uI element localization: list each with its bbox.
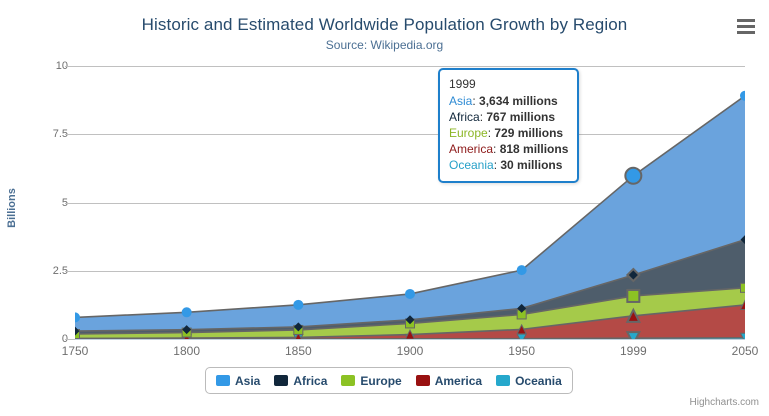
chart-subtitle: Source: Wikipedia.org [325, 38, 444, 52]
x-axis-tick-label: 1850 [284, 344, 312, 358]
tooltip-series-name: Europe [449, 126, 488, 140]
chart-legend[interactable]: Asia Africa Europe America Oceania [205, 367, 573, 394]
data-point-asia-1999[interactable] [624, 166, 643, 185]
tooltip-series-name: Oceania [449, 158, 494, 172]
hamburger-bar-3 [737, 30, 755, 34]
data-point-oceania-1999[interactable] [625, 331, 641, 339]
data-point-europe-1999[interactable] [626, 288, 641, 303]
tooltip-separator: : [487, 126, 495, 140]
tooltip-row: Europe: 729 millions [449, 125, 568, 141]
tooltip-separator: : [493, 158, 501, 172]
tooltip-rows: Asia: 3,634 millions Africa: 767 millions… [449, 93, 568, 173]
data-point-asia-1850[interactable] [293, 299, 304, 310]
tooltip-series-value: 3,634 millions [479, 94, 558, 108]
plot-area [75, 66, 746, 340]
tooltip-series-value: 767 millions [486, 110, 556, 124]
y-axis-tick-label: 10 [55, 60, 68, 72]
x-axis-tick-label: 1900 [396, 344, 424, 358]
y-axis-tick [65, 270, 75, 272]
tooltip-series-name: Africa [449, 110, 480, 124]
tooltip-separator: : [479, 110, 487, 124]
data-point-africa-2050[interactable] [740, 235, 746, 245]
legend-item-america[interactable]: America [415, 373, 483, 388]
x-axis-tick-label: 1950 [508, 344, 536, 358]
hamburger-bar-1 [737, 18, 755, 22]
data-point-america-1900[interactable] [404, 328, 416, 339]
tooltip-series-name: America [449, 142, 494, 156]
y-axis-tick [65, 202, 75, 204]
tooltip-header: 1999 [449, 77, 476, 91]
legend-swatch-icon [496, 375, 511, 386]
x-axis-tick-label: 1999 [619, 344, 647, 358]
x-axis-tick-label: 2050 [731, 344, 759, 358]
x-axis-tick-label: 1750 [61, 344, 89, 358]
series-tooltip: 1999 Asia: 3,634 millions Africa: 767 mil… [438, 68, 580, 183]
tooltip-row: America: 818 millions [449, 141, 568, 157]
series-plot [75, 90, 746, 339]
hamburger-bar-2 [737, 24, 755, 28]
data-point-america-2050[interactable] [739, 299, 746, 310]
tooltip-series-value: 729 millions [494, 126, 564, 140]
chart-title: Historic and Estimated Worldwide Populat… [141, 15, 628, 34]
tooltip-series-name: Asia [449, 94, 473, 108]
data-point-asia-1800[interactable] [181, 307, 192, 318]
x-axis-tick-label: 1800 [173, 344, 201, 358]
tooltip-row: Asia: 3,634 millions [449, 93, 568, 109]
data-point-africa-1950[interactable] [517, 303, 527, 313]
legend-swatch-icon [415, 375, 430, 386]
legend-swatch-icon [216, 375, 230, 386]
x-axis-line [75, 339, 745, 340]
area-fill-asia [75, 95, 745, 332]
gridline [75, 134, 745, 136]
y-axis-tick-label: 0 [8, 333, 68, 345]
highcharts-credits[interactable]: Highcharts.com [689, 397, 759, 408]
tooltip-row: Africa: 767 millions [449, 109, 568, 125]
tooltip-row: Oceania: 30 millions [449, 157, 568, 173]
data-point-america-1999[interactable] [625, 307, 641, 323]
data-point-america-1950[interactable] [516, 323, 527, 335]
data-point-asia-1950[interactable] [516, 265, 527, 276]
data-point-africa-1800[interactable] [182, 325, 192, 335]
tooltip-series-value: 818 millions [499, 142, 569, 156]
tooltip-separator: : [493, 142, 500, 156]
legend-item-africa[interactable]: Africa [274, 374, 327, 388]
y-axis-tick-label: 7.5 [52, 128, 68, 141]
data-point-asia-2050[interactable] [740, 90, 745, 101]
data-point-africa-1750[interactable] [75, 326, 80, 336]
gridline [75, 66, 745, 67]
legend-item-label: Africa [293, 373, 328, 388]
area-fill-africa [75, 239, 745, 335]
legend-swatch-icon [341, 375, 356, 386]
data-point-africa-1999[interactable] [625, 267, 641, 283]
tooltip-separator: : [472, 94, 480, 108]
y-axis-tick [65, 66, 75, 67]
data-point-oceania-2050[interactable] [739, 332, 746, 339]
data-point-europe-1750[interactable] [75, 329, 80, 339]
legend-item-label: America [434, 373, 483, 388]
y-axis-tick-label: 5 [8, 197, 68, 209]
data-point-africa-1850[interactable] [293, 322, 303, 332]
data-point-asia-1900[interactable] [405, 288, 415, 299]
legend-item-label: Oceania [515, 373, 562, 388]
y-axis-tick [65, 134, 75, 136]
legend-item-label: Europe [360, 373, 402, 388]
data-point-europe-2050[interactable] [740, 282, 746, 293]
legend-swatch-icon [274, 375, 289, 386]
data-point-america-1850[interactable] [294, 331, 303, 339]
data-point-africa-1900[interactable] [405, 315, 415, 325]
y-axis-tick [65, 339, 75, 340]
gridline [75, 202, 745, 204]
legend-item-asia[interactable]: Asia [216, 374, 260, 388]
hamburger-menu-icon[interactable] [733, 14, 759, 38]
area-fill-america [75, 304, 745, 339]
gridline [75, 270, 745, 272]
y-axis-tick-label: 2.5 [52, 264, 68, 277]
legend-item-europe[interactable]: Europe [341, 373, 402, 388]
tooltip-series-value: 30 millions [500, 158, 563, 172]
legend-item-label: Asia [235, 373, 261, 388]
legend-item-oceania[interactable]: Oceania [496, 374, 562, 388]
data-point-asia-1750[interactable] [75, 312, 80, 323]
